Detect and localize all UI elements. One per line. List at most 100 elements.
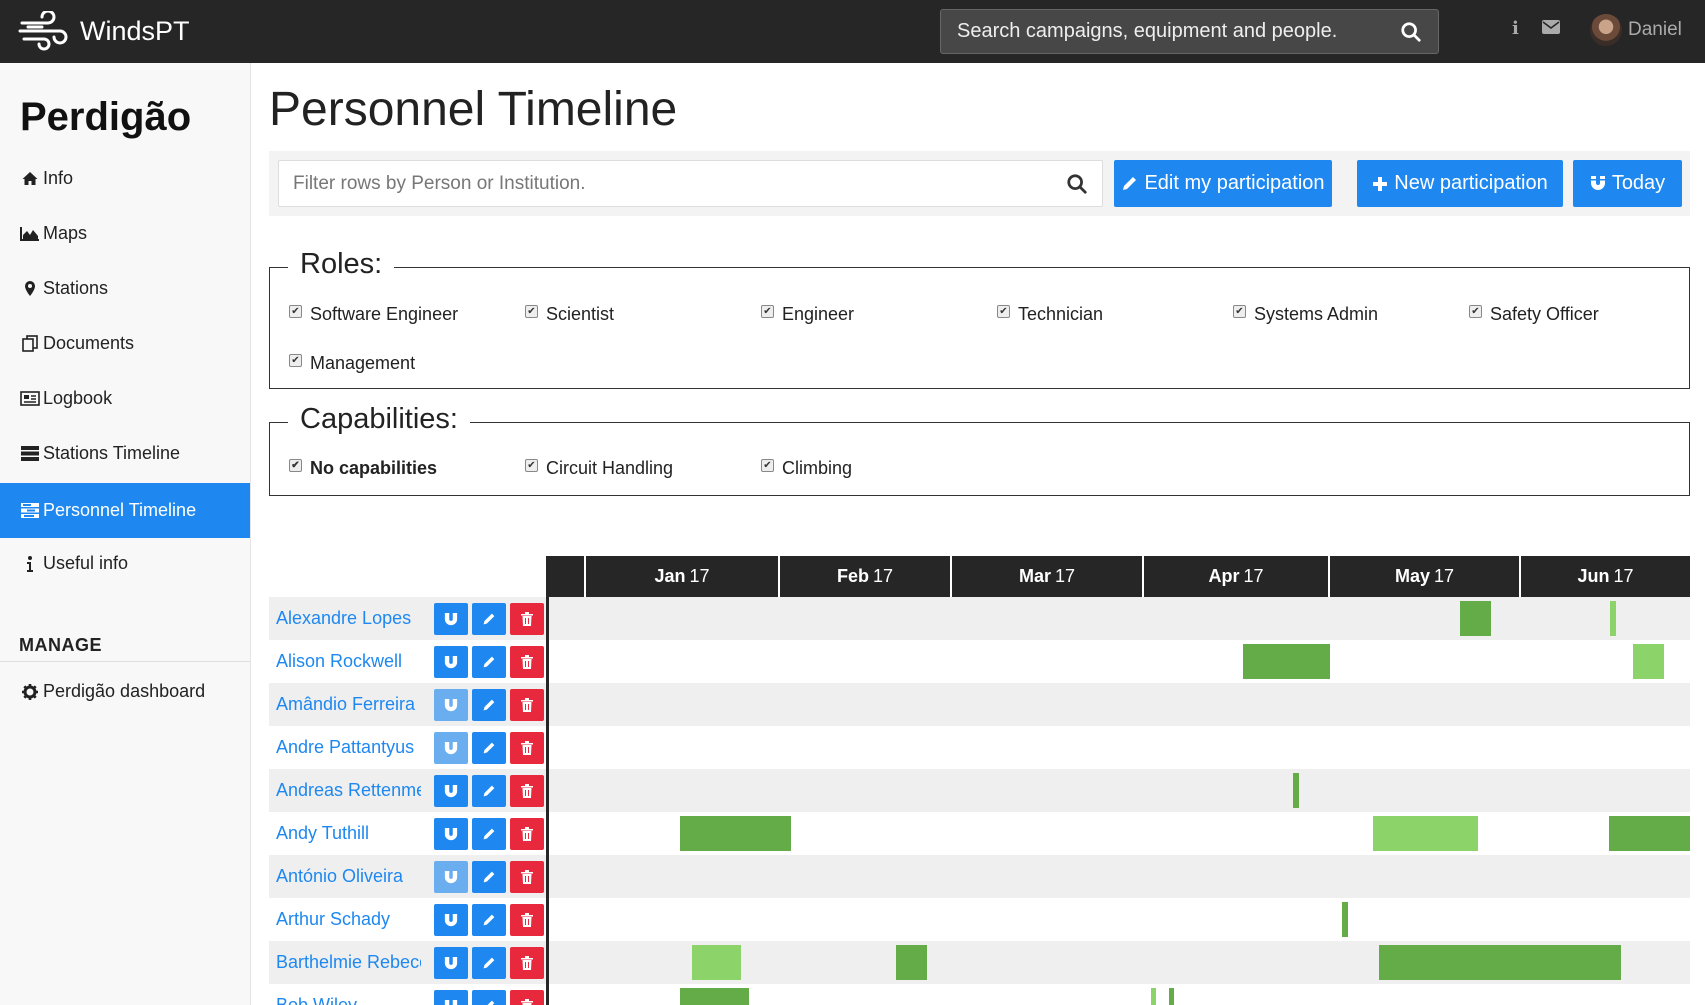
sidebar-item-info[interactable]: Info [0, 151, 250, 206]
user-menu[interactable]: Daniel [1590, 14, 1682, 46]
delete-row-button[interactable] [510, 775, 544, 807]
person-link[interactable]: Andy Tuthill [276, 823, 370, 843]
role-checkbox-technician[interactable]: ✔ Technician [997, 304, 1103, 325]
person-link[interactable]: Andre Pattantyus [276, 737, 415, 757]
role-checkbox-software-engineer[interactable]: ✔ Software Engineer [289, 304, 458, 325]
focus-magnet-button[interactable] [434, 646, 468, 678]
focus-magnet-button[interactable] [434, 775, 468, 807]
role-checkbox-management[interactable]: ✔ Management [289, 353, 415, 374]
participation-bar[interactable] [1460, 601, 1491, 636]
role-checkbox-systems-admin[interactable]: ✔ Systems Admin [1233, 304, 1378, 325]
info-icon[interactable]: i [1512, 18, 1519, 39]
participation-bar[interactable] [680, 816, 791, 851]
edit-row-button[interactable] [472, 904, 506, 936]
sidebar-item-logbook[interactable]: Logbook [0, 371, 250, 426]
person-link[interactable]: Arthur Schady [276, 909, 391, 929]
checkbox-label: Systems Admin [1254, 304, 1379, 324]
delete-row-button[interactable] [510, 947, 544, 979]
checkbox-check-icon[interactable]: ✔ [997, 305, 1010, 318]
participation-bar[interactable] [1610, 601, 1616, 636]
delete-row-button[interactable] [510, 861, 544, 893]
sidebar-item-personnel-timeline[interactable]: Personnel Timeline [0, 483, 250, 538]
focus-magnet-button[interactable] [434, 689, 468, 721]
participation-bar[interactable] [1151, 988, 1156, 1005]
participation-bar[interactable] [1633, 644, 1664, 679]
participation-bar[interactable] [1379, 945, 1621, 980]
edit-row-button[interactable] [472, 603, 506, 635]
edit-row-button[interactable] [472, 861, 506, 893]
person-link[interactable]: Barthelmie Rebecca [276, 952, 421, 972]
participation-bar[interactable] [896, 945, 927, 980]
focus-magnet-button[interactable] [434, 603, 468, 635]
focus-magnet-button[interactable] [434, 861, 468, 893]
today-button[interactable]: Today [1573, 160, 1682, 207]
edit-row-button[interactable] [472, 732, 506, 764]
sidebar-item-maps[interactable]: Maps [0, 206, 250, 261]
focus-magnet-button[interactable] [434, 818, 468, 850]
delete-row-button[interactable] [510, 990, 544, 1005]
participation-bar[interactable] [1342, 902, 1348, 937]
global-search-input[interactable]: Search campaigns, equipment and people. [940, 9, 1439, 54]
sidebar-item-documents[interactable]: Documents [0, 316, 250, 371]
edit-participation-button[interactable]: Edit my participation [1114, 160, 1332, 207]
checkbox-check-icon[interactable]: ✔ [1469, 305, 1482, 318]
sidebar-item-useful-info[interactable]: Useful info [0, 536, 250, 591]
sidebar-title: Perdigão [20, 95, 192, 139]
delete-row-button[interactable] [510, 603, 544, 635]
sidebar-item-stations[interactable]: Stations [0, 261, 250, 316]
participation-bar[interactable] [1373, 816, 1478, 851]
checkbox-check-icon[interactable]: ✔ [289, 459, 302, 472]
person-link[interactable]: Alexandre Lopes [276, 608, 412, 628]
participation-bar[interactable] [1609, 816, 1690, 851]
edit-row-button[interactable] [472, 646, 506, 678]
focus-magnet-button[interactable] [434, 947, 468, 979]
person-link[interactable]: Bob Wiley [276, 995, 358, 1005]
search-icon[interactable] [1066, 173, 1088, 195]
edit-row-button[interactable] [472, 689, 506, 721]
delete-row-button[interactable] [510, 904, 544, 936]
person-link[interactable]: António Oliveira [276, 866, 404, 886]
filter-input[interactable]: Filter rows by Person or Institution. [278, 160, 1103, 207]
focus-magnet-button[interactable] [434, 990, 468, 1005]
participation-bar[interactable] [1169, 988, 1174, 1005]
global-search-placeholder: Search campaigns, equipment and people. [957, 20, 1338, 42]
edit-row-button[interactable] [472, 818, 506, 850]
focus-magnet-button[interactable] [434, 732, 468, 764]
focus-magnet-button[interactable] [434, 904, 468, 936]
participation-bar[interactable] [1293, 773, 1299, 808]
brand-logo[interactable]: WindsPT [18, 10, 190, 52]
checkbox-check-icon[interactable]: ✔ [761, 459, 774, 472]
sidebar-item-stations-timeline[interactable]: Stations Timeline [0, 426, 250, 481]
role-checkbox-safety-officer[interactable]: ✔ Safety Officer [1469, 304, 1599, 325]
capability-checkbox-no-capabilities[interactable]: ✔ No capabilities [289, 458, 437, 479]
role-checkbox-scientist[interactable]: ✔ Scientist [525, 304, 614, 325]
person-link[interactable]: Andreas Rettenmeier [276, 780, 421, 800]
edit-row-button[interactable] [472, 947, 506, 979]
new-participation-button[interactable]: New participation [1357, 160, 1563, 207]
delete-row-button[interactable] [510, 732, 544, 764]
search-icon[interactable] [1400, 21, 1422, 43]
participation-bar[interactable] [680, 988, 749, 1005]
participation-bar[interactable] [692, 945, 741, 980]
edit-row-button[interactable] [472, 990, 506, 1005]
checkbox-check-icon[interactable]: ✔ [1233, 305, 1246, 318]
participation-bar[interactable] [1243, 644, 1330, 679]
delete-row-button[interactable] [510, 818, 544, 850]
role-checkbox-engineer[interactable]: ✔ Engineer [761, 304, 854, 325]
capability-checkbox-circuit-handling[interactable]: ✔ Circuit Handling [525, 458, 673, 479]
person-link[interactable]: Alison Rockwell [276, 651, 403, 671]
checkbox-check-icon[interactable]: ✔ [525, 305, 538, 318]
timeline-header: Jan 17 Feb 17 Mar 17 Apr 17 May 17 Jun 17 [546, 556, 1690, 597]
capability-checkbox-climbing[interactable]: ✔ Climbing [761, 458, 852, 479]
envelope-icon[interactable] [1542, 20, 1560, 34]
sidebar-item-dashboard[interactable]: Perdigão dashboard [0, 664, 250, 719]
edit-row-button[interactable] [472, 775, 506, 807]
person-link[interactable]: Amândio Ferreira [276, 694, 416, 714]
delete-row-button[interactable] [510, 646, 544, 678]
checkbox-check-icon[interactable]: ✔ [289, 354, 302, 367]
month-header-apr: Apr 17 [1142, 556, 1328, 597]
checkbox-check-icon[interactable]: ✔ [289, 305, 302, 318]
delete-row-button[interactable] [510, 689, 544, 721]
checkbox-check-icon[interactable]: ✔ [761, 305, 774, 318]
checkbox-check-icon[interactable]: ✔ [525, 459, 538, 472]
